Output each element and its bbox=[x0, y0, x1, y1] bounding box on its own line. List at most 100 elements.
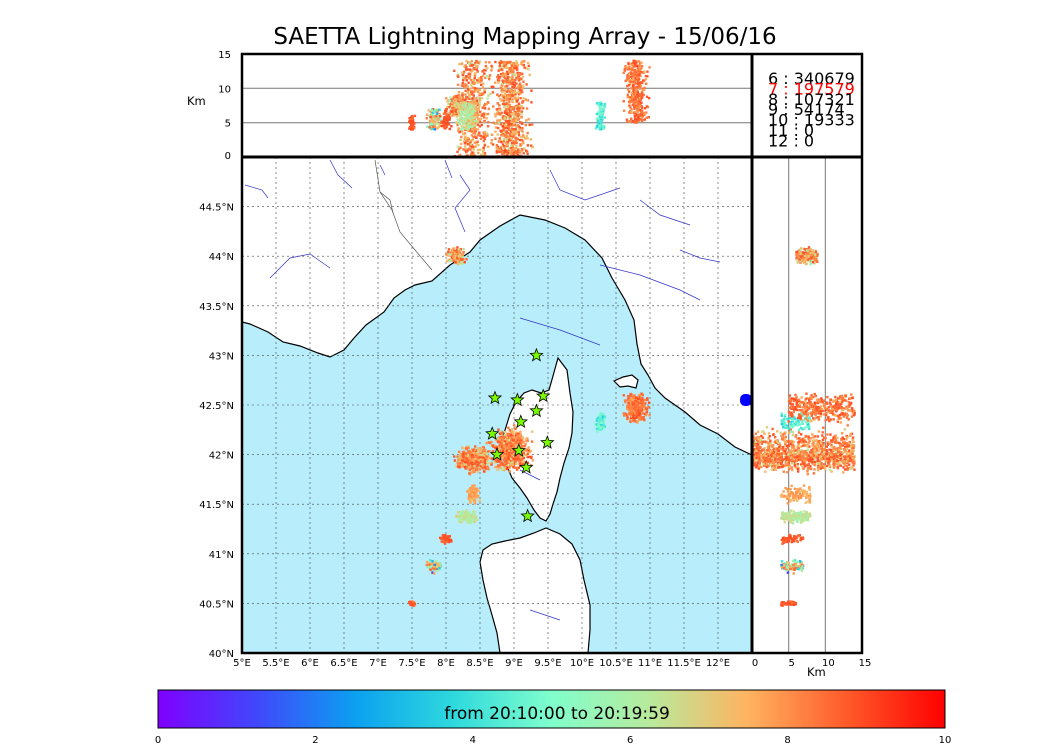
lightning-point-top bbox=[472, 109, 476, 112]
lightning-point-top bbox=[484, 69, 487, 72]
lightning-point bbox=[475, 490, 478, 494]
lightning-point-top bbox=[525, 119, 528, 122]
lightning-point-top bbox=[630, 72, 633, 75]
lightning-point-top bbox=[454, 110, 457, 113]
lightning-point bbox=[464, 512, 467, 516]
lightning-point-top bbox=[634, 104, 637, 107]
lightning-point-top bbox=[501, 90, 504, 94]
lightning-point-top bbox=[498, 66, 501, 70]
lightning-point-top bbox=[508, 100, 511, 104]
lightning-point bbox=[456, 461, 459, 464]
lightning-point-top bbox=[515, 104, 519, 107]
star-icon bbox=[529, 347, 544, 362]
lightning-point-top bbox=[516, 107, 519, 110]
lightning-point bbox=[514, 434, 517, 438]
lightning-point-top bbox=[500, 99, 504, 102]
lightning-point-top bbox=[469, 119, 473, 122]
lightning-point bbox=[498, 445, 502, 449]
lightning-point-top bbox=[465, 98, 468, 101]
lightning-point bbox=[445, 540, 448, 544]
lightning-point-side bbox=[810, 256, 813, 259]
lightning-point-top bbox=[510, 87, 513, 90]
lightning-point-top bbox=[508, 93, 511, 96]
star-icon bbox=[520, 508, 535, 523]
lightning-point-top bbox=[521, 127, 524, 130]
lightning-point-top bbox=[448, 99, 452, 102]
lightning-point-side bbox=[798, 455, 801, 458]
lightning-point-top bbox=[472, 67, 476, 70]
lightning-point-top bbox=[475, 99, 479, 102]
lightning-point-top bbox=[637, 113, 640, 116]
lightning-point-top bbox=[482, 146, 485, 150]
lightning-point bbox=[595, 419, 599, 422]
lightning-point bbox=[509, 449, 512, 452]
lightning-point-top bbox=[602, 127, 605, 130]
star-icon bbox=[536, 388, 551, 403]
lightning-point-top bbox=[514, 64, 517, 67]
rivers bbox=[244, 159, 721, 621]
lightning-point bbox=[427, 561, 430, 565]
lightning-point bbox=[637, 397, 640, 400]
lightning-point-top bbox=[504, 62, 508, 66]
lightning-point-top bbox=[511, 80, 514, 83]
lightning-point-top bbox=[471, 82, 474, 85]
lightning-point-top bbox=[628, 67, 632, 71]
lightning-point-side bbox=[843, 457, 847, 460]
lightning-point bbox=[636, 396, 640, 399]
lightning-point-top bbox=[502, 96, 506, 99]
lightning-point-top bbox=[471, 121, 474, 125]
lightning-point bbox=[645, 410, 649, 414]
lightning-point-top bbox=[493, 112, 497, 116]
lightning-point-top bbox=[630, 78, 634, 82]
lightning-point bbox=[470, 461, 473, 465]
lightning-point bbox=[471, 484, 474, 488]
lightning-point bbox=[486, 450, 490, 453]
lightning-point-top bbox=[464, 114, 467, 117]
stats-box: 6 : 340679 7 : 197579 8 : 107321 9 : 54174 1… bbox=[768, 69, 855, 150]
lightning-point-top bbox=[467, 117, 471, 121]
lightning-point bbox=[460, 512, 464, 515]
lightning-point-top bbox=[464, 137, 468, 141]
lightning-point-top bbox=[476, 109, 479, 113]
lightning-point-side bbox=[767, 452, 771, 456]
lightning-point bbox=[506, 443, 509, 446]
lightning-point-top bbox=[645, 105, 649, 108]
lightning-point bbox=[458, 462, 461, 465]
lightning-point-top bbox=[505, 102, 508, 105]
lightning-point-top bbox=[409, 120, 413, 123]
lightning-point-top bbox=[634, 112, 638, 115]
lightning-point bbox=[622, 394, 625, 397]
lightning-point-top bbox=[637, 85, 640, 88]
lightning-point-top bbox=[521, 101, 524, 104]
lightning-point-top bbox=[602, 107, 606, 110]
lightning-point-top bbox=[503, 117, 506, 120]
lightning-point-top bbox=[632, 89, 635, 92]
lightning-point-top bbox=[520, 129, 524, 133]
lightning-point bbox=[515, 462, 518, 466]
lightning-point-top bbox=[480, 97, 483, 100]
lightning-point-top bbox=[508, 138, 512, 142]
lightning-point-top bbox=[409, 125, 413, 128]
lightning-point-top bbox=[476, 90, 479, 93]
lightning-point-top bbox=[504, 96, 507, 100]
lightning-point bbox=[463, 465, 467, 469]
lightning-point bbox=[515, 433, 518, 436]
lightning-point bbox=[519, 435, 523, 438]
mainland-land bbox=[242, 157, 752, 456]
lightning-point-top bbox=[642, 79, 646, 82]
lightning-point-top bbox=[471, 107, 475, 110]
lightning-point-top bbox=[428, 114, 431, 117]
lightning-point-top bbox=[511, 132, 515, 135]
lightning-point bbox=[446, 259, 449, 263]
lightning-point-top bbox=[457, 91, 461, 94]
lightning-point-side bbox=[795, 253, 798, 257]
lightning-point-top bbox=[508, 96, 511, 99]
lightning-point bbox=[521, 461, 524, 464]
lightning-point-top bbox=[466, 110, 469, 113]
lightning-point-top bbox=[519, 121, 522, 124]
lightning-point-top bbox=[474, 71, 477, 75]
lightning-point-top bbox=[638, 68, 642, 72]
lightning-point-top bbox=[520, 122, 524, 125]
lightning-point bbox=[476, 470, 480, 473]
lightning-point bbox=[641, 393, 644, 397]
